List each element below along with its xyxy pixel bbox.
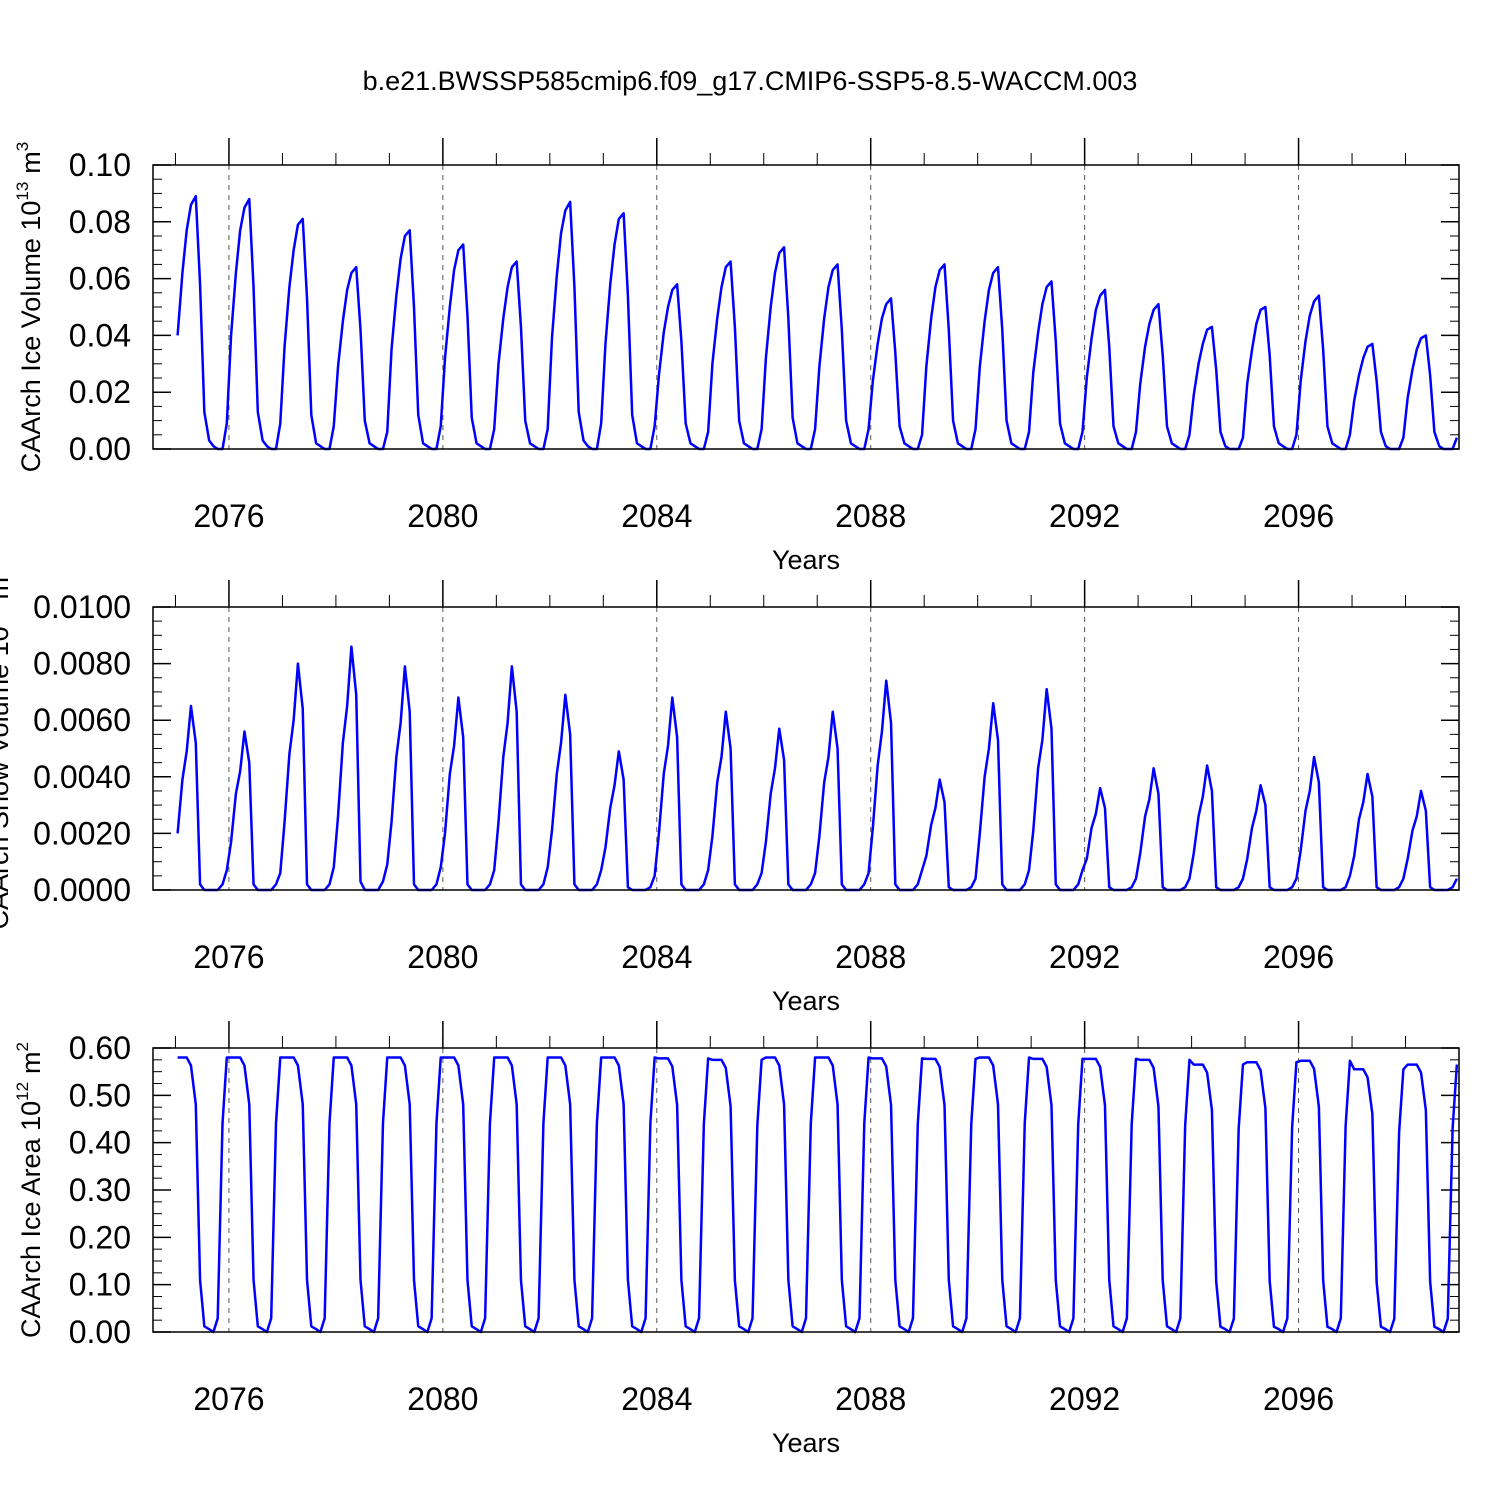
y-axis-title: CAArch Ice Volume 1013 m3 <box>13 142 46 473</box>
y-tick-label: 0.0060 <box>33 702 131 738</box>
x-tick-label: 2092 <box>1049 939 1120 975</box>
y-axis-title-base: CAArch Snow Volume 10 <box>0 626 14 929</box>
x-tick-label: 2096 <box>1263 939 1334 975</box>
x-tick-label: 2080 <box>407 498 478 534</box>
data-line <box>176 194 1459 451</box>
x-axis-title: Years <box>772 986 840 1016</box>
x-tick-label: 2080 <box>407 939 478 975</box>
x-tick-label: 2084 <box>621 939 692 975</box>
data-line <box>177 1056 1459 1334</box>
x-tick-label: 2092 <box>1049 498 1120 534</box>
y-axis-title-unit-power: 2 <box>13 1042 32 1051</box>
x-tick-label: 2084 <box>621 1381 692 1417</box>
y-tick-label: 0.02 <box>69 374 131 410</box>
x-axis-title: Years <box>772 1428 840 1458</box>
y-tick-label: 0.0100 <box>33 589 131 625</box>
x-tick-label: 2076 <box>193 498 264 534</box>
x-tick-label: 2076 <box>193 1381 264 1417</box>
y-tick-label: 0.04 <box>69 317 131 353</box>
y-axis-title-unit-power: 3 <box>13 142 32 151</box>
x-tick-label: 2084 <box>621 498 692 534</box>
y-axis-title: CAArch Snow Volume 1013m3 <box>0 567 14 929</box>
y-axis-title-power: 13 <box>13 182 32 201</box>
y-axis-title-unit: m <box>16 1051 46 1074</box>
plot-frame <box>152 164 1460 450</box>
y-axis-title-unit: m <box>16 151 46 174</box>
x-tick-label: 2088 <box>835 1381 906 1417</box>
plot-frame <box>152 1047 1460 1333</box>
x-tick-label: 2080 <box>407 1381 478 1417</box>
y-tick-label: 0.0020 <box>33 815 131 851</box>
x-tick-label: 2092 <box>1049 1381 1120 1417</box>
y-tick-label: 0.10 <box>69 147 131 183</box>
y-axis-title-base: CAArch Ice Area 10 <box>16 1101 46 1338</box>
x-tick-label: 2088 <box>835 939 906 975</box>
y-tick-label: 0.10 <box>69 1267 131 1303</box>
y-tick-label: 0.40 <box>69 1125 131 1161</box>
y-axis-title-unit: m <box>0 577 14 600</box>
y-tick-label: 0.0040 <box>33 759 131 795</box>
x-axis-title: Years <box>772 545 840 575</box>
y-tick-label: 0.0080 <box>33 646 131 682</box>
y-tick-label: 0.06 <box>69 261 131 297</box>
y-axis-title-power: 12 <box>13 1082 32 1101</box>
x-tick-label: 2076 <box>193 939 264 975</box>
plot-frame <box>152 606 1460 891</box>
y-tick-label: 0.30 <box>69 1172 131 1208</box>
y-tick-label: 0.60 <box>69 1030 131 1066</box>
y-axis-title-base: CAArch Ice Volume 10 <box>16 201 46 473</box>
y-tick-label: 0.00 <box>69 1314 131 1350</box>
y-tick-label: 0.20 <box>69 1219 131 1255</box>
y-axis-title: CAArch Ice Area 1012 m2 <box>13 1042 46 1338</box>
x-tick-label: 2096 <box>1263 1381 1334 1417</box>
y-tick-label: 0.0000 <box>33 872 131 908</box>
x-tick-label: 2088 <box>835 498 906 534</box>
data-line <box>176 645 1458 892</box>
y-tick-label: 0.00 <box>69 431 131 467</box>
y-tick-label: 0.08 <box>69 204 131 240</box>
chart-title: b.e21.BWSSP585cmip6.f09_g17.CMIP6-SSP5-8… <box>363 66 1138 96</box>
y-tick-label: 0.50 <box>69 1077 131 1113</box>
x-tick-label: 2096 <box>1263 498 1334 534</box>
